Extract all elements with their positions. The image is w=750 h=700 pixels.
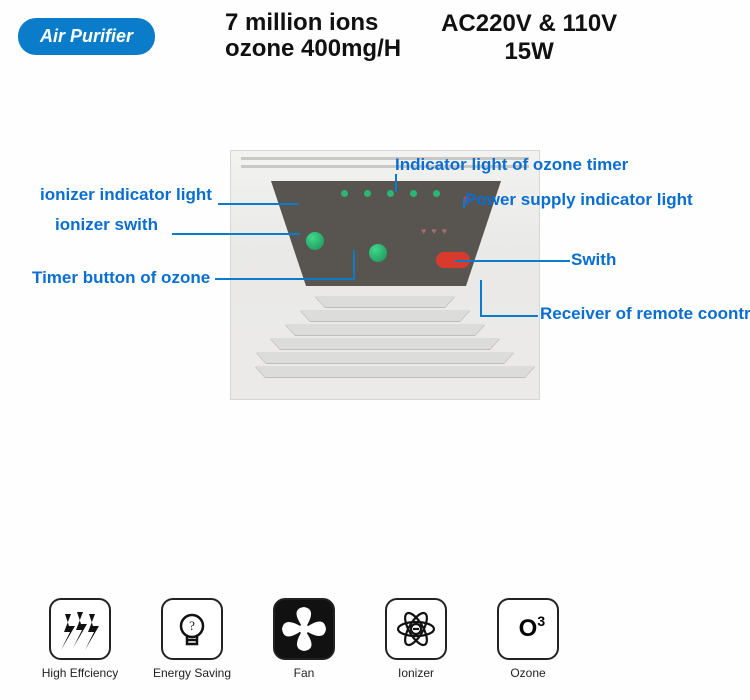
label-switch: Swith [571, 250, 616, 270]
timer-leds [341, 190, 440, 197]
spec-voltage: AC220V & 110V [441, 10, 617, 38]
feature-ionizer: Ionizer [376, 598, 456, 680]
callout-line [480, 315, 538, 317]
svg-text:?: ? [189, 618, 195, 633]
feature-row: High Effciency ? Energy Saving Fan [40, 598, 568, 680]
device-body: ♥♥♥ [230, 150, 540, 400]
louvers [255, 296, 515, 380]
label-power-indicator: Power supply indicator light [465, 190, 693, 210]
feature-label: Ozone [488, 666, 568, 680]
bulb-icon: ? [161, 598, 223, 660]
heart-leds-icon: ♥♥♥ [421, 226, 452, 236]
feature-label: Fan [264, 666, 344, 680]
label-ionizer-switch: ionizer swith [55, 215, 158, 235]
device-diagram: ♥♥♥ ionizer indicator light ionizer swit… [0, 150, 750, 440]
feature-label: Ionizer [376, 666, 456, 680]
spec-ions: 7 million ions [225, 10, 401, 36]
feature-label: Energy Saving [152, 666, 232, 680]
ozone-timer-button-icon [369, 244, 387, 262]
callout-line [463, 198, 465, 208]
spec-ions-ozone: 7 million ions ozone 400mg/H [225, 10, 401, 63]
callout-line [353, 250, 355, 280]
callout-line [480, 280, 482, 315]
spec-watt: 15W [441, 38, 617, 66]
callout-line [455, 260, 570, 262]
spec-ozone: ozone 400mg/H [225, 36, 401, 62]
feature-fan: Fan [264, 598, 344, 680]
spec-power: AC220V & 110V 15W [441, 10, 617, 65]
label-ionizer-indicator: ionizer indicator light [40, 185, 212, 205]
ionizer-button-icon [306, 232, 324, 250]
led-icon [433, 190, 440, 197]
feature-label: High Effciency [40, 666, 120, 680]
callout-line [218, 203, 298, 205]
led-icon [341, 190, 348, 197]
control-panel-inner: ♥♥♥ [281, 184, 491, 279]
label-timer-button-ozone: Timer button of ozone [32, 268, 210, 288]
fan-icon [273, 598, 335, 660]
callout-line [172, 233, 300, 235]
label-remote-receiver: Receiver of remote coontrol [540, 305, 750, 324]
callout-line [395, 174, 397, 192]
o3-icon: O3 [497, 598, 559, 660]
feature-ozone: O3 Ozone [488, 598, 568, 680]
product-badge: Air Purifier [18, 18, 155, 55]
label-ozone-timer-indicator: Indicator light of ozone timer [395, 155, 628, 175]
led-icon [364, 190, 371, 197]
led-icon [387, 190, 394, 197]
header: Air Purifier 7 million ions ozone 400mg/… [0, 0, 750, 65]
feature-high-efficiency: High Effciency [40, 598, 120, 680]
callout-line [215, 278, 355, 280]
feature-energy-saving: ? Energy Saving [152, 598, 232, 680]
bolt-icon [49, 598, 111, 660]
led-icon [410, 190, 417, 197]
atom-icon [385, 598, 447, 660]
